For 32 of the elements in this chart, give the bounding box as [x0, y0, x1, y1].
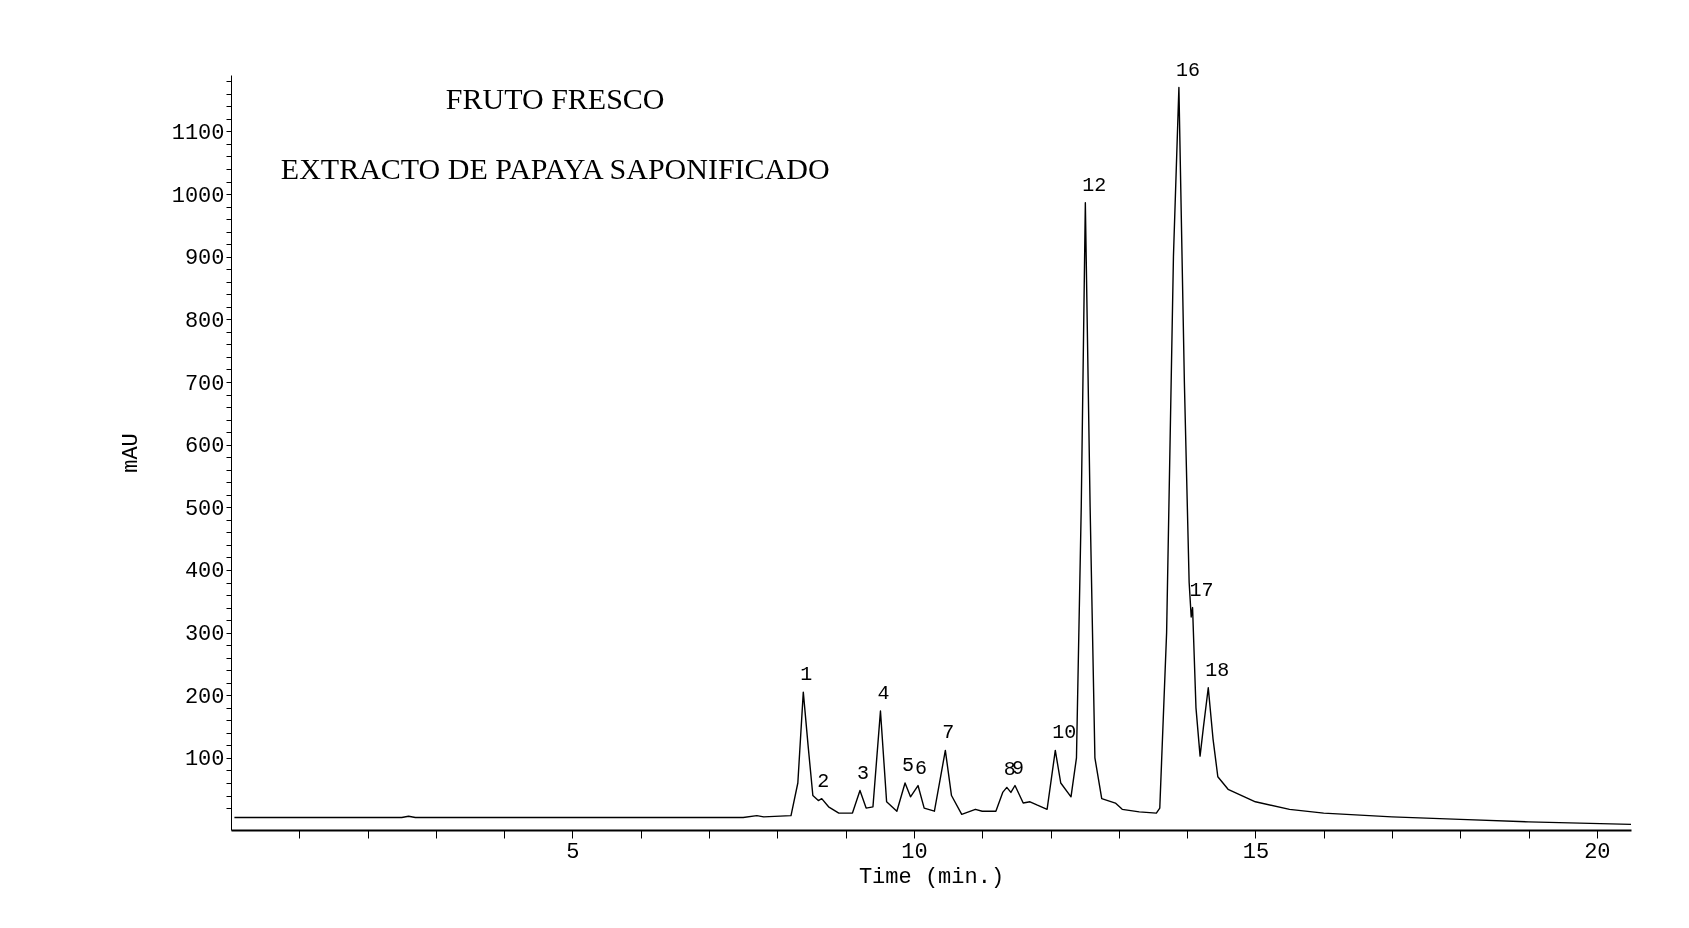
annotation: 18	[1205, 658, 1230, 682]
y-tick-label: 1100	[171, 120, 225, 146]
x-tick-label: 20	[1584, 839, 1611, 865]
annotation: 2	[817, 769, 830, 793]
x-axis-title: Time (min.)	[858, 864, 1005, 890]
y-tick-label: 200	[184, 684, 225, 710]
y-tick-label: 500	[184, 496, 225, 522]
x-tick-label: 15	[1242, 839, 1270, 865]
chart-title: FRUTO FRESCO	[445, 81, 665, 115]
annotation: 12	[1082, 173, 1107, 197]
annotation: 10	[1052, 721, 1077, 745]
x-tick-label: 10	[901, 839, 928, 865]
y-axis-title: mAU	[118, 433, 144, 473]
y-tick-label: 700	[184, 371, 225, 397]
line-series	[233, 86, 1632, 826]
y-tick-label: 800	[184, 308, 225, 334]
annotation: 3	[856, 761, 869, 785]
y-tick-label: 1000	[171, 183, 225, 209]
y-tick-label: 900	[184, 246, 225, 272]
annotation: 17	[1189, 578, 1214, 602]
annotation: 6	[915, 756, 928, 780]
y-tick-label: 300	[184, 622, 225, 648]
annotation: 4	[877, 681, 890, 705]
annotation: 7	[942, 721, 955, 745]
y-tick-label: 400	[184, 559, 225, 585]
x-tick-label: 5	[566, 839, 580, 865]
text: EXTRACTO DE PAPAYA SAPONIFICADO	[280, 151, 830, 185]
y-tick-label: 100	[184, 747, 225, 773]
annotation: 1	[800, 663, 813, 687]
annotation: 16	[1175, 58, 1200, 82]
y-tick-label: 600	[184, 434, 225, 460]
annotation: 5	[902, 754, 915, 778]
